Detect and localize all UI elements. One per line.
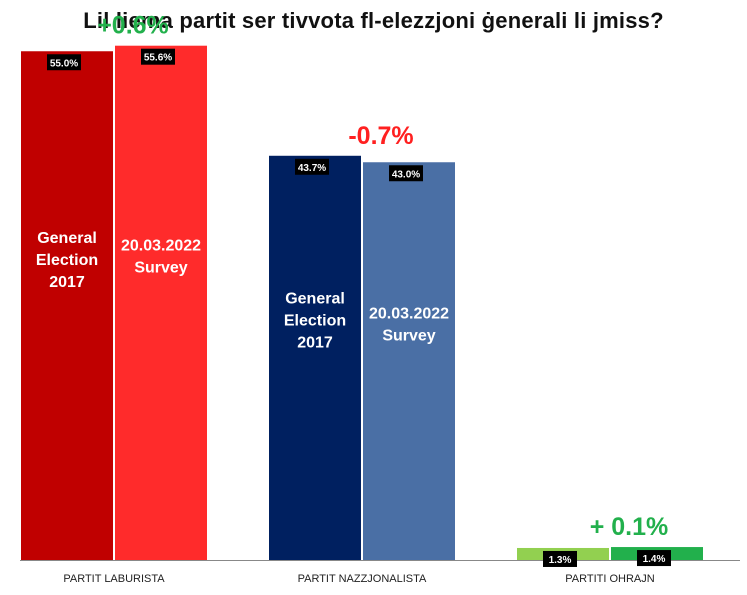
bar-series-label: 2017 (49, 274, 85, 291)
value-label: 1.3% (549, 555, 572, 566)
bar-election-2017-0 (21, 51, 113, 560)
value-label: 1.4% (643, 554, 666, 565)
value-label-box (543, 550, 577, 567)
category-tick-label: PARTITI OHRAJN (565, 573, 654, 585)
bar-series-label: 2017 (297, 335, 333, 352)
value-label: 55.0% (50, 58, 78, 69)
bar-series-label: Survey (382, 327, 435, 344)
value-label-box (637, 550, 671, 567)
category-tick-label: PARTIT NAZZJONALISTA (298, 573, 427, 585)
bar-series-label: 20.03.2022 (369, 305, 449, 322)
delta-annotation: -0.7% (348, 122, 413, 150)
bar-series-label: Survey (134, 260, 187, 277)
delta-annotation: +0.6% (97, 12, 169, 40)
bar-survey-2022-1 (363, 162, 455, 560)
value-label-box (47, 54, 81, 71)
value-label-box (141, 48, 175, 65)
bar-series-label: General (285, 291, 345, 308)
value-label: 55.6% (144, 53, 172, 64)
category-tick-label: PARTIT LABURISTA (63, 573, 165, 585)
bar-survey-2022-0 (115, 45, 207, 560)
value-label-box (389, 165, 423, 182)
delta-annotation: + 0.1% (590, 513, 669, 541)
value-label-box (295, 158, 329, 175)
chart-title: Lil liema partit ser tivvota fl-elezzjon… (83, 8, 664, 33)
bar-series-label: General (37, 230, 97, 247)
bar-series-label: 20.03.2022 (121, 238, 201, 255)
bar-series-label: Election (36, 252, 98, 269)
value-label: 43.0% (392, 169, 420, 180)
bar-series-label: Election (284, 313, 346, 330)
value-label: 43.7% (298, 163, 326, 174)
bar-election-2017-1 (269, 155, 361, 560)
